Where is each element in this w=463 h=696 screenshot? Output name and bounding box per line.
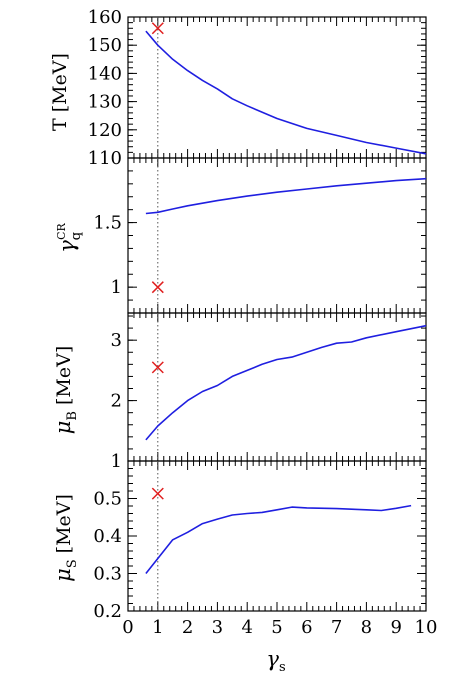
marker-stroke <box>151 281 164 294</box>
y-tick-label: 0.2 <box>93 601 122 622</box>
x-tick-label: 10 <box>415 617 438 638</box>
series-line <box>145 30 427 155</box>
panel-4-frame <box>127 460 427 612</box>
x-axis-label-main: γ <box>266 647 279 671</box>
x-tick-label: 0 <box>122 617 133 638</box>
panel-4-ylabel-main: μ <box>51 568 75 582</box>
panel-2-ylabel: γqCR <box>55 222 84 252</box>
series-line <box>145 504 412 574</box>
x-axis-label-sub: s <box>279 660 286 675</box>
y-tick-label: 0.3 <box>93 564 122 585</box>
panel-4-ylabel-sub: S <box>65 559 80 568</box>
marker-cross <box>151 281 164 294</box>
marker-stroke <box>151 22 164 35</box>
x-axis-label: γs <box>266 647 285 675</box>
panel-mu-s: 0.2 0.3 0.4 0.5 0 1 2 3 4 5 6 7 8 9 10 <box>93 460 438 638</box>
x-tick-label: 9 <box>390 617 401 638</box>
panel-3-ylabel-main: μ <box>51 421 75 435</box>
panel-4-ylabel: μS [MeV] <box>51 494 80 582</box>
panel-mu-b: 1 2 3 <box>111 312 427 472</box>
y-tick-label: 1 <box>111 451 122 472</box>
x-tick-label: 3 <box>212 617 223 638</box>
y-tick-label: 1 <box>111 277 122 298</box>
x-tick-label: 7 <box>331 617 342 638</box>
y-tick-label: 110 <box>88 148 122 169</box>
marker-cross <box>151 487 164 500</box>
marker-stroke <box>151 487 164 500</box>
x-tick-label: 6 <box>301 617 312 638</box>
panel-3-ylabel: μB [MeV] <box>51 346 80 434</box>
y-tick-label: 3 <box>111 330 122 351</box>
marker-cross <box>151 22 164 35</box>
panel-gamma-q: 11.5 <box>93 157 427 314</box>
panel-3-ylabel-sub: B <box>65 411 80 421</box>
series-line <box>145 177 427 215</box>
y-tick-label: 0.4 <box>93 526 122 547</box>
y-tick-label: 120 <box>88 120 122 141</box>
y-tick-label: 150 <box>88 35 122 56</box>
y-tick-label: 140 <box>88 63 122 84</box>
y-tick-label: 130 <box>88 92 122 113</box>
x-tick-label: 4 <box>241 617 252 638</box>
x-tick-label: 5 <box>271 617 282 638</box>
marker-stroke <box>151 361 164 374</box>
y-tick-label: 1.5 <box>93 213 122 234</box>
panel-4-ylabel-unit: [MeV] <box>53 494 75 553</box>
panel-temperature: 110 120 130 140 150 160 <box>88 7 427 169</box>
panel-1-frame <box>127 16 427 159</box>
y-tick-label: 160 <box>88 7 122 28</box>
panel-3-ylabel-unit: [MeV] <box>53 346 75 405</box>
marker-cross <box>151 361 164 374</box>
series-line <box>145 324 427 441</box>
panel-1-ylabel: T [MeV] <box>49 53 71 131</box>
panel-2-ylabel-main: γ <box>55 240 79 253</box>
x-tick-label: 8 <box>361 617 372 638</box>
y-tick-label: 0.5 <box>93 489 122 510</box>
y-tick-label: 2 <box>111 391 122 412</box>
x-tick-label: 1 <box>152 617 163 638</box>
x-tick-label: 2 <box>182 617 193 638</box>
panel-2-ylabel-sup: CR <box>55 222 68 239</box>
panel-2-ylabel-sub: q <box>69 232 84 240</box>
